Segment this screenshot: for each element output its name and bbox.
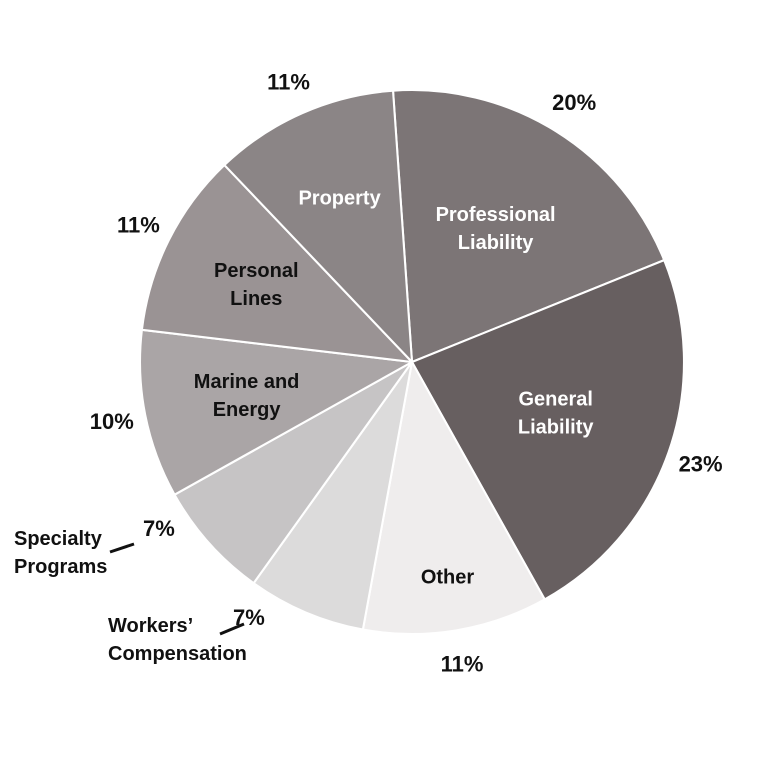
pie-labels: Professional Liability 20% General Liability… [14, 70, 723, 677]
percent-label: 11% [117, 213, 160, 238]
pie-slice [391, 89, 666, 364]
slice-label: Other [421, 567, 475, 589]
leader-line [109, 542, 135, 554]
percent-label: 7% [233, 605, 265, 630]
leader-line [219, 622, 245, 636]
percent-label: 23% [679, 451, 723, 476]
percent-label: 10% [90, 409, 134, 434]
percent-label: 11% [267, 70, 310, 95]
percent-label: 20% [552, 90, 596, 115]
pie-slice [361, 360, 546, 636]
pie-slice [410, 259, 686, 601]
pie-slice [252, 360, 414, 631]
leader-lines [109, 542, 245, 636]
percent-label: 11% [441, 652, 484, 677]
slice-label: Workers’ Compensation [108, 615, 247, 665]
slice-label: Marine and Energy [194, 371, 300, 421]
slice-label: Professional Liability [436, 204, 556, 254]
pie-slice [139, 328, 414, 496]
slice-label: General Liability [518, 389, 594, 439]
pie-slices [139, 89, 686, 636]
slice-label: Property [298, 188, 381, 210]
slice-label: Specialty Programs [14, 528, 107, 578]
percent-label: 7% [143, 516, 175, 541]
pie-slice [223, 89, 414, 364]
pie-slice [173, 360, 414, 585]
slice-label: Personal Lines [214, 260, 298, 310]
pie-slice [140, 163, 414, 364]
